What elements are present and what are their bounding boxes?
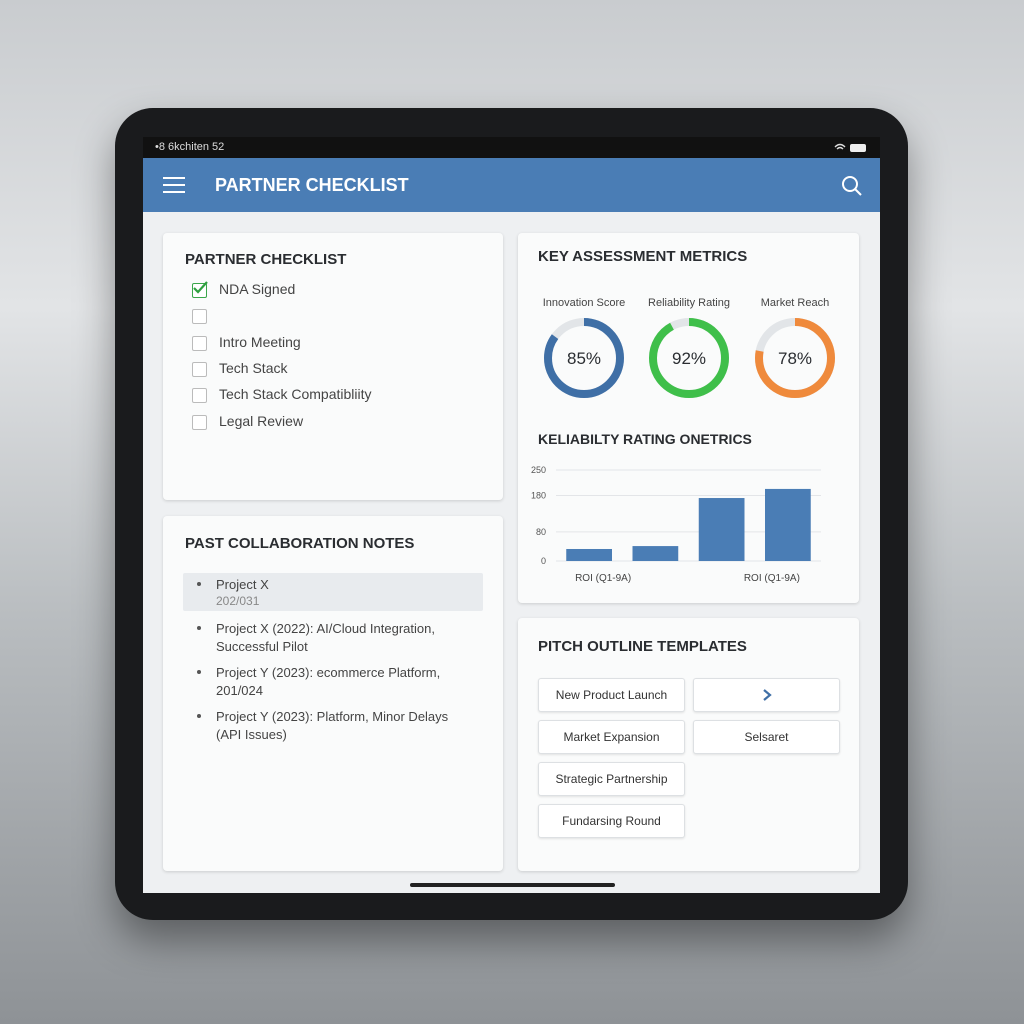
checkbox[interactable] xyxy=(192,335,207,351)
y-tick-label: 180 xyxy=(531,490,546,500)
gauge-value: 85% xyxy=(567,349,601,368)
gauge-name: Reliability Rating xyxy=(648,297,730,309)
metrics: KEY ASSESSMENT METRICS KELIABILTY RATING… xyxy=(531,248,835,584)
template-button[interactable]: New Product Launch xyxy=(538,678,685,712)
checklist-item: Tech Stack xyxy=(219,359,288,376)
template-button[interactable]: Selsaret xyxy=(693,720,840,754)
pitch-card: PITCH OUTLINE TEMPLATES New Product Laun… xyxy=(518,618,859,871)
note-text: Project X xyxy=(216,577,269,592)
checklist-item: NDA Signed xyxy=(219,281,296,297)
status-icons xyxy=(834,143,866,152)
note-text: Project Y (2023): Platform, Minor Delays… xyxy=(216,709,449,742)
bar xyxy=(698,498,745,561)
x-tick-label: ROI (Q1-9A) xyxy=(744,573,800,584)
menu-button[interactable] xyxy=(163,176,185,194)
bullet xyxy=(197,626,201,630)
status-text: •8 6kchiten 52 xyxy=(155,141,225,153)
note-text: Project Y (2023): ecommerce Platform, 20… xyxy=(216,665,441,698)
bar xyxy=(765,488,811,561)
bar xyxy=(566,548,612,561)
status-bar: •8 6kchiten 52 xyxy=(143,137,880,158)
chart-title: KELIABILTY RATING ONETRICS xyxy=(538,431,752,447)
checklist-item: Tech Stack Compatibliity xyxy=(219,386,372,403)
app-bar: PARTNER CHECKLIST xyxy=(143,158,880,212)
bullet xyxy=(197,670,201,674)
gauge-arc xyxy=(649,318,729,398)
gauge-value: 92% xyxy=(672,349,706,368)
card-title: PITCH OUTLINE TEMPLATES xyxy=(538,638,747,655)
screen: •8 6kchiten 52 PARTNER CHECKLIST PARTNER… xyxy=(143,137,880,893)
search-button[interactable] xyxy=(841,175,863,197)
app-title: PARTNER CHECKLIST xyxy=(215,175,409,195)
gauge-name: Innovation Score xyxy=(543,297,626,309)
home-indicator xyxy=(410,883,615,887)
checklist-item: Legal Review xyxy=(219,412,304,429)
y-tick-label: 80 xyxy=(536,527,546,537)
note-highlight[interactable] xyxy=(183,573,483,611)
card-title: PARTNER CHECKLIST xyxy=(185,251,347,268)
metrics-card: KEY ASSESSMENT METRICS KELIABILTY RATING… xyxy=(518,233,859,603)
y-tick-label: 0 xyxy=(541,556,546,566)
checkbox[interactable] xyxy=(192,309,207,325)
card-title: PAST COLLABORATION NOTES xyxy=(185,535,415,552)
template-button[interactable]: Strategic Partnership xyxy=(538,762,685,796)
x-tick-label: ROI (Q1-9A) xyxy=(575,573,631,584)
gauge-name: Market Reach xyxy=(761,297,829,309)
gauge-value: 78% xyxy=(778,349,812,368)
notes-card: PAST COLLABORATION NOTES Project X 202/03… xyxy=(163,516,503,871)
checkbox[interactable] xyxy=(192,388,207,404)
bullet xyxy=(197,582,201,586)
checklist-card: PARTNER CHECKLIST NDA Signed Intro Meetin… xyxy=(163,233,503,500)
template-button[interactable]: Fundarsing Round xyxy=(538,804,685,838)
check-mark xyxy=(193,281,208,294)
chevron-path xyxy=(762,689,772,701)
checklist-item: Intro Meeting xyxy=(219,333,301,350)
checkbox[interactable] xyxy=(192,414,207,430)
template-button[interactable]: Market Expansion xyxy=(538,720,685,754)
checkbox[interactable] xyxy=(192,281,208,298)
gauge-arc xyxy=(544,318,624,398)
bar xyxy=(632,546,679,561)
gauge-arc xyxy=(755,318,835,398)
note-sub: 202/031 xyxy=(216,594,260,608)
check-path xyxy=(193,281,208,294)
checkbox[interactable] xyxy=(192,361,207,377)
card-title: KEY ASSESSMENT METRICS xyxy=(538,248,747,265)
chevron xyxy=(762,689,772,701)
next-button[interactable] xyxy=(693,678,840,712)
bullet xyxy=(197,714,201,718)
note-text: Project X (2022): AI/Cloud Integration, … xyxy=(216,621,435,654)
y-tick-label: 250 xyxy=(531,465,546,475)
